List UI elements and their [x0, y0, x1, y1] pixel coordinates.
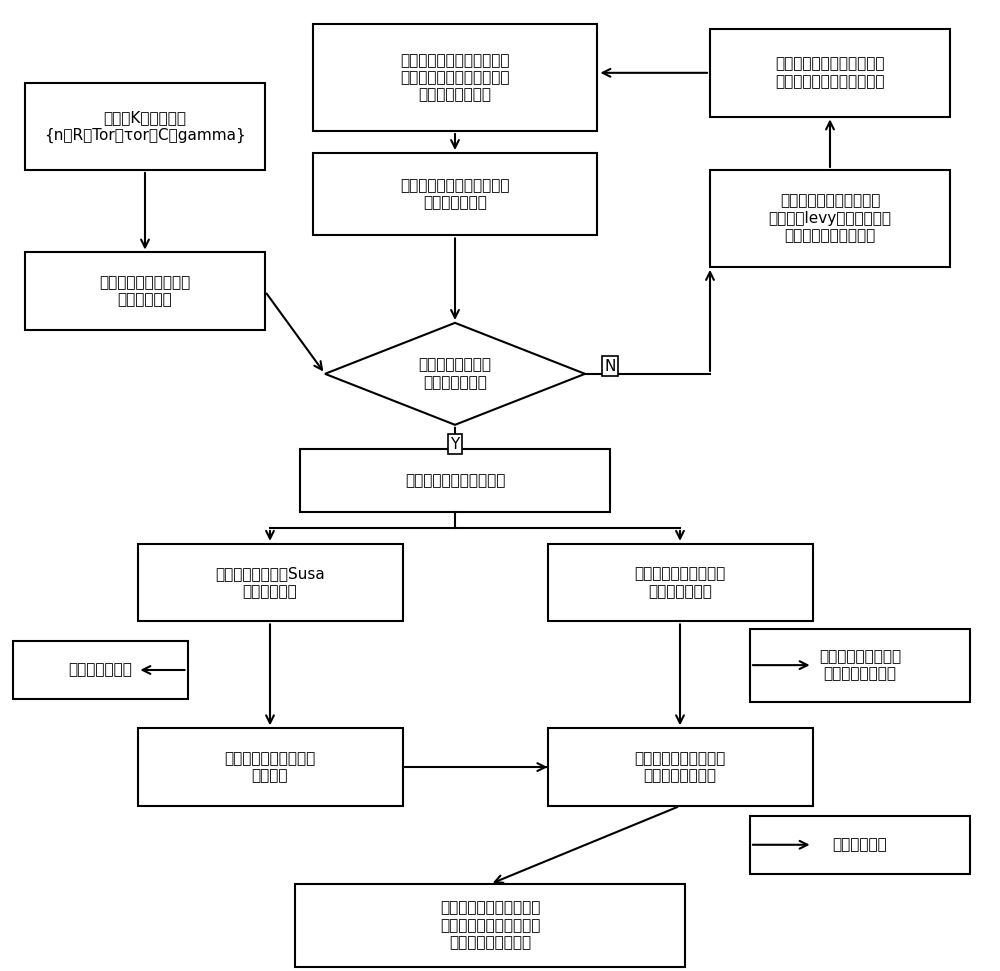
Text: 通过实测值和预测值得到
残差，根据残差进行异常
检测和短期趋势预测: 通过实测值和预测值得到 残差，根据残差进行异常 检测和短期趋势预测 [440, 900, 540, 951]
FancyBboxPatch shape [750, 816, 970, 874]
FancyBboxPatch shape [750, 629, 970, 701]
Text: 根据全局最优解确定参数: 根据全局最优解确定参数 [405, 473, 505, 488]
Text: 基于最优参数构建Susa
热路计算模型: 基于最优参数构建Susa 热路计算模型 [215, 566, 325, 599]
FancyBboxPatch shape [312, 24, 597, 131]
Text: 基于热路模型计算获得
顶层油温: 基于热路模型计算获得 顶层油温 [224, 751, 316, 784]
Text: 基于偏好随机行走方式判断
是否更新鸟巢位置，若更新
则保留局部最优解: 基于偏好随机行走方式判断 是否更新鸟巢位置，若更新 则保留局部最优解 [400, 52, 510, 103]
Text: 计算当前鸟巢适应度值，与
原鸟巢相比保留局部最优解: 计算当前鸟巢适应度值，与 原鸟巢相比保留局部最优解 [775, 56, 885, 89]
FancyBboxPatch shape [548, 544, 813, 621]
Text: 负载、环境温度: 负载、环境温度 [68, 662, 132, 678]
FancyBboxPatch shape [300, 449, 610, 513]
FancyBboxPatch shape [548, 728, 813, 806]
Text: 负载、电压、环境温
度、湿度、风速等: 负载、电压、环境温 度、湿度、风速等 [819, 649, 901, 682]
Text: 基于回归模型获得顶层
油温回归补偿结果: 基于回归模型获得顶层 油温回归补偿结果 [634, 751, 726, 784]
Text: 初始化鸟巢的适应度值
和全局最优解: 初始化鸟巢的适应度值 和全局最优解 [99, 275, 191, 308]
Text: 适应度值满足要求
或达到迭代次数: 适应度值满足要求 或达到迭代次数 [418, 357, 492, 390]
Text: 保留上一代的全局最优鸟
巢，基于levy飞行随机行走
方式更新其它鸟巢位置: 保留上一代的全局最优鸟 巢，基于levy飞行随机行走 方式更新其它鸟巢位置 [768, 193, 892, 244]
FancyBboxPatch shape [25, 83, 265, 170]
FancyBboxPatch shape [295, 884, 685, 967]
FancyBboxPatch shape [710, 29, 950, 117]
Text: N: N [604, 358, 616, 374]
Text: 找到全局最优的鸟巢位置和
相应的适应度值: 找到全局最优的鸟巢位置和 相应的适应度值 [400, 178, 510, 211]
FancyBboxPatch shape [138, 728, 402, 806]
Text: 初始化K个鸟巢位置
{n，R，Tor，τor，C，gamma}: 初始化K个鸟巢位置 {n，R，Tor，τor，C，gamma} [44, 110, 246, 143]
Text: 实测顶层油温: 实测顶层油温 [833, 837, 887, 853]
FancyBboxPatch shape [138, 544, 402, 621]
FancyBboxPatch shape [25, 252, 265, 330]
FancyBboxPatch shape [13, 641, 188, 699]
Text: 基于最优参数构建支持
向量机回归模型: 基于最优参数构建支持 向量机回归模型 [634, 566, 726, 599]
Polygon shape [325, 323, 585, 425]
Text: Y: Y [450, 437, 460, 452]
FancyBboxPatch shape [710, 170, 950, 267]
FancyBboxPatch shape [312, 153, 597, 236]
